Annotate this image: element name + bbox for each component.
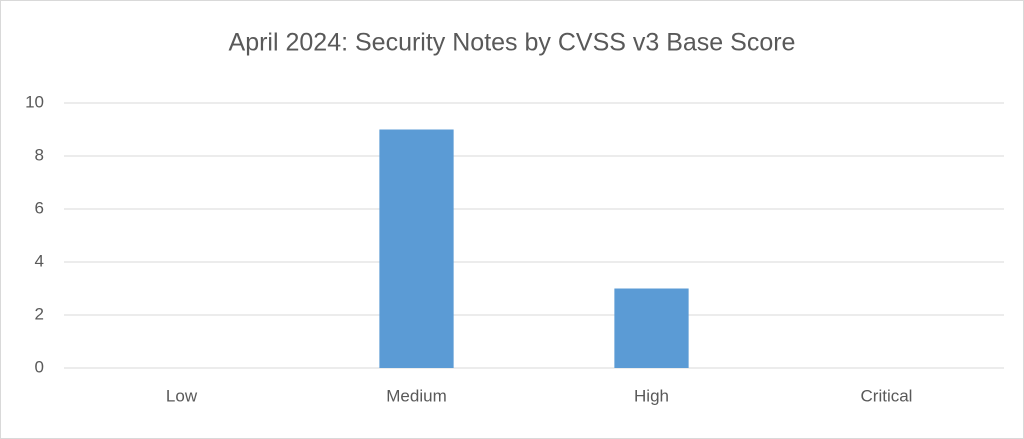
x-tick-label: Low [166, 386, 198, 405]
y-tick-label: 6 [35, 198, 44, 217]
y-tick-label: 10 [25, 92, 44, 111]
y-tick-label: 4 [35, 251, 44, 270]
bar [379, 129, 454, 368]
y-tick-label: 0 [35, 357, 44, 376]
bar [614, 288, 689, 368]
y-tick-label: 2 [35, 304, 44, 323]
x-tick-label: Medium [386, 386, 446, 405]
chart-title: April 2024: Security Notes by CVSS v3 Ba… [229, 29, 796, 57]
x-tick-label: High [634, 386, 669, 405]
y-tick-label: 8 [35, 145, 44, 164]
x-tick-label: Critical [861, 386, 913, 405]
